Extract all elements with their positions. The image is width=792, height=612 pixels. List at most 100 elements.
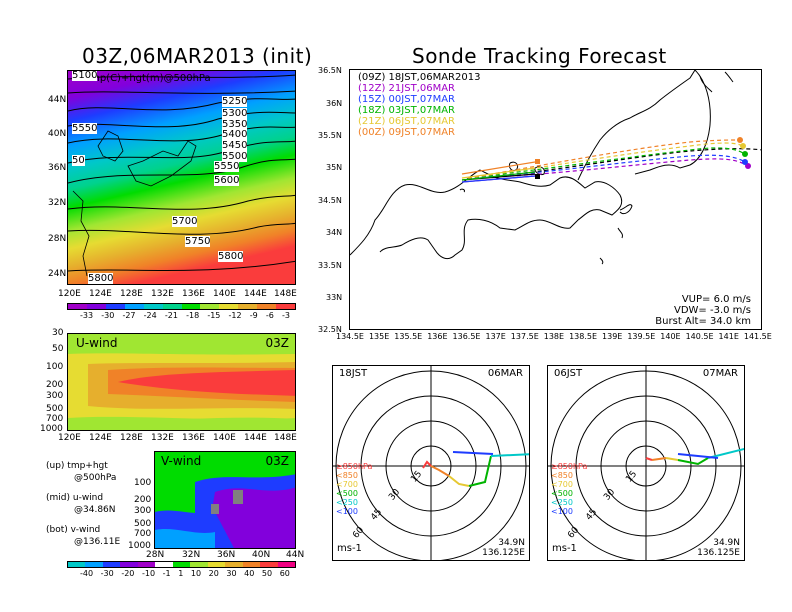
map-label: temp(C)+hgt(m)@500hPa	[80, 73, 211, 84]
lon-tick: 140E	[213, 433, 236, 443]
wind-scale-swatch	[137, 562, 156, 567]
note-sub: @34.86N	[74, 505, 116, 515]
wind-scale-swatch	[120, 562, 138, 567]
legend-entry: (00Z) 09JST,07MAR	[358, 127, 456, 138]
lon-tick: 140E	[213, 289, 236, 299]
wind-scale-label: 1	[178, 569, 184, 578]
lon-tick: 128E	[120, 289, 143, 299]
level: <100	[336, 507, 358, 516]
wind-scale-swatch	[225, 562, 243, 567]
polar-unit: ms-1	[552, 543, 577, 554]
contour-label: 5500	[222, 151, 248, 162]
u-wind-title: U-wind	[76, 336, 118, 350]
polar-lat: 34.9N	[498, 538, 525, 548]
temp-scale-label: -9	[249, 311, 258, 320]
wind-scale-label: 20	[208, 569, 219, 578]
polar-time: 18JST	[339, 368, 368, 379]
temp-scale-swatch	[238, 304, 258, 309]
lat-tick: 32.5N	[318, 325, 342, 334]
param-vdw: VDW= -3.0 m/s	[674, 305, 751, 316]
wind-scale-swatch	[277, 562, 296, 567]
lon-tick: 140E	[660, 332, 681, 341]
note-head: (up) tmp+hgt	[46, 461, 108, 471]
note: (mid) u-wind @34.86N	[46, 492, 116, 516]
polar-date: 06MAR	[487, 368, 523, 379]
temp-scale-label: -33	[80, 311, 94, 320]
contour-label: 5550	[214, 161, 240, 172]
lon-tick: 120E	[58, 433, 81, 443]
temp-scale-label: -27	[122, 311, 136, 320]
lat-tick: 35.5N	[318, 131, 342, 140]
init-title: 03Z,06MAR2013 (init)	[82, 44, 313, 68]
v-wind-time: 03Z	[265, 454, 290, 468]
p-tick: 200	[46, 380, 64, 390]
wind-scale-labels: -40 -30 -20 -10 -1 1 10 20 30 40 50 60	[80, 569, 290, 578]
level: <250	[336, 498, 358, 507]
legend-entry: (15Z) 00JST,07MAR	[358, 94, 456, 105]
note: (bot) v-wind @136.11E	[46, 524, 120, 548]
legend: (09Z) 18JST,06MAR2013 (12Z) 21JST,06MAR …	[358, 72, 480, 138]
lat-tick: 44N	[48, 95, 67, 105]
lat-tick: 36N	[326, 99, 343, 108]
contour-label: 5250	[222, 96, 248, 107]
param-burst: Burst Alt= 34.0 km	[655, 316, 751, 327]
level: <100	[551, 507, 573, 516]
u-wind-panel: U-wind 03Z	[67, 333, 296, 431]
contour-label: 5800	[88, 273, 114, 284]
temp-scale-label: -12	[228, 311, 242, 320]
lat-tick: 40N	[252, 550, 271, 560]
temp-scale-label: -30	[101, 311, 115, 320]
wind-scale-swatch	[172, 562, 191, 567]
temp-scale-label: -18	[186, 311, 200, 320]
lon-tick: 139E	[602, 332, 623, 341]
temp-scale-label: -24	[143, 311, 157, 320]
track-map-canvas	[350, 70, 761, 265]
lon-tick: 136E	[427, 332, 448, 341]
contour-label: 5400	[222, 129, 248, 140]
note-sub: @136.11E	[74, 537, 121, 547]
p-tick: 30	[52, 328, 64, 338]
p-tick: 700	[134, 529, 152, 539]
temp-color-scale	[67, 303, 296, 310]
lat-tick: 24N	[48, 269, 67, 279]
lat-tick: 28N	[48, 234, 67, 244]
lon-tick: 132E	[151, 289, 174, 299]
track-map: (09Z) 18JST,06MAR2013 (12Z) 21JST,06MAR …	[349, 69, 762, 330]
p-tick: 200	[134, 495, 152, 505]
lon-tick: 140.5E	[685, 332, 714, 341]
contour-label: 5550	[72, 123, 98, 134]
level: <700	[336, 480, 358, 489]
p-tick: 50	[52, 344, 64, 354]
lon-tick: 137.5E	[510, 332, 539, 341]
temp-scale-label: -21	[164, 311, 178, 320]
temp-scale-swatch	[68, 304, 87, 309]
note-head: (mid) u-wind	[46, 493, 104, 503]
lat-tick: 28N	[146, 550, 165, 560]
temp-scale-swatch	[219, 304, 239, 309]
wind-scale-label: -1	[162, 569, 171, 578]
lat-tick: 32N	[48, 198, 67, 208]
level: <700	[551, 480, 573, 489]
lon-tick: 134.5E	[336, 332, 364, 341]
lon-tick-row: 134.5E 135E 135.5E 136E 136.5E 137E 137.…	[336, 332, 772, 341]
polar-time: 06JST	[554, 368, 583, 379]
wind-scale-label: 40	[244, 569, 255, 578]
note-head: (bot) v-wind	[46, 525, 101, 535]
contour-label: 5350	[222, 119, 248, 130]
p-tick: 1000	[128, 541, 151, 551]
u-wind-time: 03Z	[265, 336, 290, 350]
temp-scale-label: -6	[265, 311, 274, 320]
note: (up) tmp+hgt @500hPa	[46, 460, 116, 484]
lat-tick: 34N	[326, 228, 343, 237]
polar-loc: 34.9N 136.125E	[697, 538, 740, 558]
temp-scale-swatch	[276, 304, 296, 309]
temp-scale-label: -3	[282, 311, 290, 320]
polar-loc: 34.9N 136.125E	[482, 538, 525, 558]
contour-label: 50	[72, 155, 85, 166]
lon-tick: 141E	[718, 332, 739, 341]
p-tick: 100	[46, 362, 64, 372]
level-legend: ≥850hPa <850 <700 <500 <250 <100	[551, 462, 587, 516]
wind-scale-label: 60	[279, 569, 290, 578]
lon-tick: 136E	[182, 433, 205, 443]
u-wind-field	[68, 334, 295, 430]
